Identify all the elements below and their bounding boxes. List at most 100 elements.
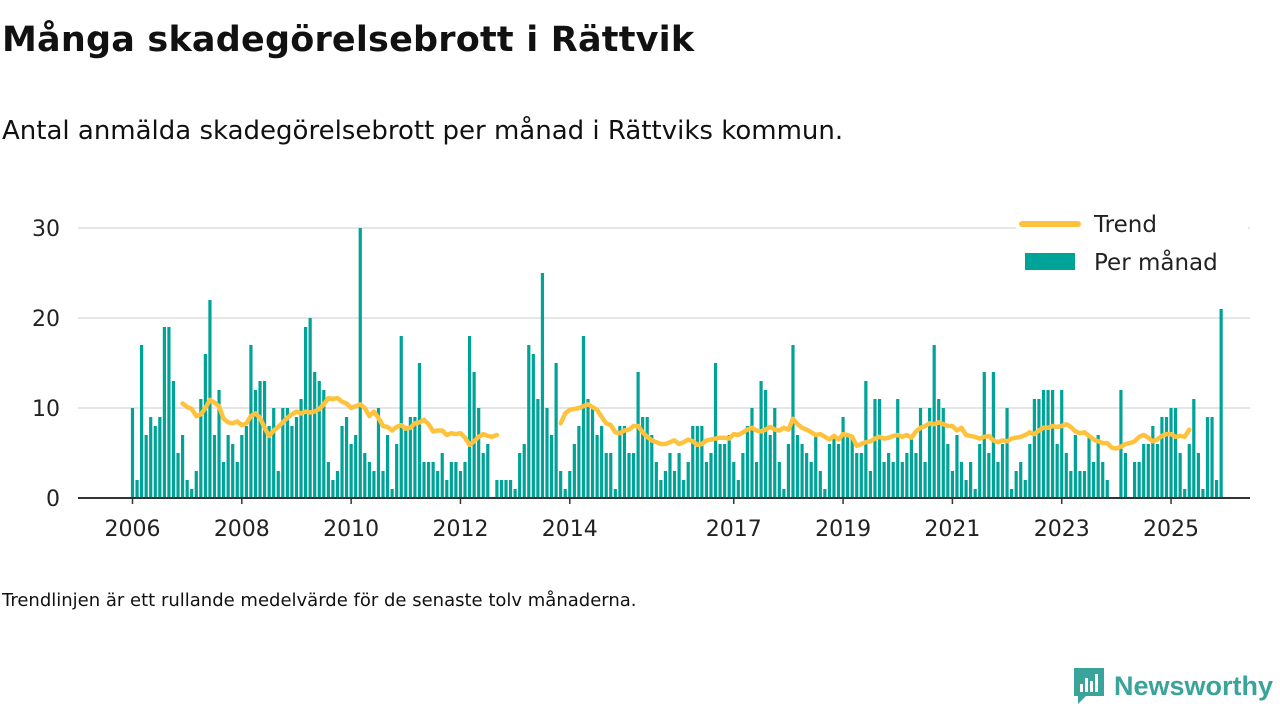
bar (171, 381, 176, 498)
trend-line (180, 395, 500, 448)
bar (704, 462, 709, 498)
bar (1205, 417, 1210, 498)
bar (554, 363, 558, 498)
bar (467, 336, 472, 498)
bar (764, 390, 768, 498)
bar (1037, 399, 1041, 498)
bar (873, 399, 877, 498)
bar (732, 462, 736, 498)
y-tick-label: 30 (32, 217, 60, 242)
bar (841, 417, 845, 498)
bar (928, 408, 932, 498)
bar (850, 435, 854, 498)
bar (153, 426, 157, 498)
bar (1032, 399, 1036, 498)
bar (864, 381, 868, 498)
bar (754, 462, 759, 498)
bar (244, 426, 248, 498)
bar (636, 372, 640, 498)
bar (1087, 435, 1091, 498)
bar (167, 327, 171, 498)
bar (422, 462, 426, 498)
y-tick-label: 10 (32, 397, 60, 422)
bar (1028, 444, 1032, 498)
bar (568, 471, 572, 498)
bar (272, 408, 276, 498)
bar (1183, 489, 1187, 498)
x-tick-label: 2010 (323, 517, 379, 542)
bar (905, 453, 909, 498)
bar (358, 228, 362, 498)
bar (381, 471, 385, 498)
bar (140, 345, 144, 498)
bar (212, 435, 217, 498)
bar (326, 462, 330, 498)
bar (262, 381, 267, 498)
bar (463, 462, 467, 498)
bar (691, 426, 695, 498)
bar (1014, 471, 1018, 498)
bar (281, 408, 285, 498)
bar (426, 462, 431, 498)
bar (800, 444, 804, 498)
brand-name: Newsworthy (1114, 670, 1274, 701)
bar (1214, 480, 1219, 498)
bar (458, 471, 463, 498)
bar (522, 444, 526, 498)
bar (481, 453, 485, 498)
bar (1023, 480, 1027, 498)
bar (1164, 417, 1169, 498)
bar (882, 462, 886, 498)
bar (604, 453, 608, 498)
bar (1146, 444, 1150, 498)
bar (1155, 444, 1159, 498)
bar (805, 453, 809, 498)
bar (987, 453, 991, 498)
bar (686, 462, 690, 498)
bar (376, 408, 381, 498)
bar (413, 417, 417, 498)
bar (340, 426, 344, 498)
bar (859, 453, 863, 498)
bar (650, 435, 654, 498)
bar (1137, 462, 1141, 498)
bar (149, 417, 153, 498)
bar (868, 471, 873, 498)
bar (408, 417, 412, 498)
bar (331, 480, 335, 498)
bar (235, 462, 239, 498)
bar (1196, 453, 1200, 498)
bar (449, 462, 453, 498)
bar (627, 453, 631, 498)
bar (609, 453, 613, 498)
bar (499, 480, 504, 498)
bar (1005, 408, 1009, 498)
bar (190, 489, 194, 498)
bar (1119, 390, 1123, 498)
bar (750, 408, 754, 498)
bar (996, 462, 1000, 498)
bar (276, 471, 280, 498)
bar (1173, 408, 1178, 498)
bar (249, 345, 253, 498)
bar (1055, 444, 1059, 498)
bar (695, 426, 699, 498)
bar (1219, 309, 1223, 498)
bar (969, 462, 973, 498)
bar (641, 417, 645, 498)
bar (431, 462, 435, 498)
bar (176, 453, 180, 498)
bar (622, 426, 627, 498)
bar (203, 354, 207, 498)
bar (959, 462, 964, 498)
bar (454, 462, 458, 498)
bar (900, 462, 904, 498)
bar (322, 390, 326, 498)
bar (335, 471, 340, 498)
bar (932, 345, 936, 498)
bar (317, 381, 321, 498)
bar (782, 489, 786, 498)
bar (222, 462, 226, 498)
bar (559, 471, 563, 498)
x-tick-label: 2008 (214, 517, 270, 542)
